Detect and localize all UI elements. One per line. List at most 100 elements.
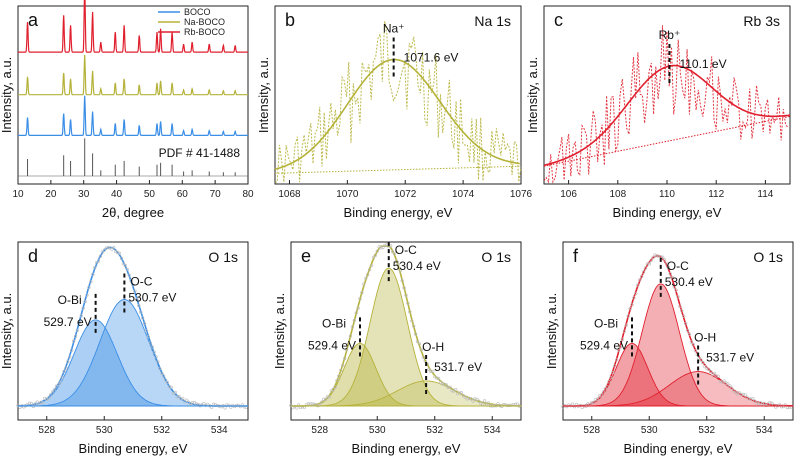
raw-point bbox=[475, 397, 479, 402]
panel-title: O 1s bbox=[753, 249, 783, 265]
raw-point bbox=[48, 393, 53, 397]
raw-point bbox=[394, 259, 399, 263]
raw-point bbox=[666, 266, 671, 270]
raw-point bbox=[592, 400, 596, 405]
raw-point bbox=[366, 273, 370, 277]
raw-point bbox=[722, 379, 726, 383]
raw-point bbox=[745, 395, 749, 399]
raw-point bbox=[762, 401, 766, 406]
panel-letter: d bbox=[28, 246, 38, 266]
raw-point bbox=[672, 285, 676, 289]
raw-point bbox=[167, 385, 171, 389]
raw-point bbox=[320, 400, 324, 404]
raw-point bbox=[43, 396, 47, 401]
x-tick-label: 532 bbox=[153, 425, 170, 436]
y-axis-label: Intensity, a.u. bbox=[544, 293, 559, 369]
raw-point bbox=[639, 275, 644, 279]
raw-point bbox=[60, 375, 64, 380]
fit-curve bbox=[543, 64, 791, 167]
raw-point bbox=[649, 258, 653, 262]
x-tick-label: 114 bbox=[757, 189, 773, 200]
raw-point bbox=[599, 393, 603, 397]
raw-point bbox=[148, 341, 152, 345]
raw-point bbox=[392, 252, 397, 256]
x-axis-label: Binding energy, eV bbox=[613, 205, 722, 220]
raw-point bbox=[160, 371, 164, 375]
raw-point bbox=[647, 262, 651, 266]
panel-b: 1068 1070 1072 1074 1076 Binding energy, eV In… bbox=[256, 5, 533, 220]
raw-point bbox=[327, 395, 331, 399]
raw-point bbox=[730, 386, 734, 390]
raw-point bbox=[726, 382, 730, 386]
raw-point bbox=[27, 401, 32, 405]
component-position: 531.7 eV bbox=[434, 360, 482, 374]
raw-point bbox=[238, 405, 242, 409]
raw-point bbox=[412, 324, 416, 328]
raw-point bbox=[427, 367, 431, 372]
raw-point bbox=[590, 400, 594, 405]
raw-point bbox=[685, 328, 690, 333]
raw-point bbox=[701, 361, 705, 365]
component-name: O-C bbox=[395, 243, 417, 257]
peak-position-label: 110.1 eV bbox=[679, 57, 726, 71]
raw-point bbox=[743, 393, 747, 397]
reference-label: PDF # 41-1488 bbox=[159, 146, 241, 160]
x-tick-label: 1076 bbox=[510, 189, 533, 200]
raw-point bbox=[398, 269, 402, 273]
raw-point bbox=[691, 343, 695, 347]
raw-point bbox=[396, 262, 400, 267]
raw-point bbox=[446, 385, 450, 390]
raw-spectrum bbox=[275, 21, 522, 183]
raw-point bbox=[77, 321, 81, 325]
raw-point bbox=[66, 360, 70, 364]
x-tick-label: 528 bbox=[583, 425, 600, 436]
raw-point bbox=[98, 254, 102, 258]
raw-point bbox=[710, 372, 715, 376]
panel-title: Na 1s bbox=[474, 13, 511, 29]
raw-point bbox=[515, 402, 519, 406]
raw-point bbox=[162, 374, 166, 378]
raw-point bbox=[354, 311, 358, 315]
panel-letter: e bbox=[301, 246, 311, 266]
raw-point bbox=[371, 255, 376, 259]
raw-point bbox=[129, 279, 133, 283]
raw-point bbox=[35, 400, 39, 404]
y-axis-label: Intensity, a.u. bbox=[525, 57, 540, 133]
component-name: O-C bbox=[130, 274, 152, 288]
component-position: 529.7 eV bbox=[44, 315, 92, 329]
raw-point bbox=[100, 250, 104, 254]
panel-a: 10 20 30 40 50 60 70 80 2θ, degree Intensity, a.u… bbox=[0, 0, 254, 220]
component-name: O-Bi bbox=[322, 316, 346, 330]
component-name: O-H bbox=[694, 331, 716, 345]
raw-point bbox=[194, 402, 198, 406]
raw-point bbox=[37, 402, 41, 406]
raw-point bbox=[329, 389, 333, 393]
y-axis-label: Intensity, a.u. bbox=[0, 293, 14, 369]
raw-point bbox=[781, 405, 786, 409]
raw-point bbox=[618, 345, 623, 349]
raw-point bbox=[350, 325, 354, 329]
x-tick-label: 1074 bbox=[452, 189, 475, 200]
raw-point bbox=[310, 402, 314, 406]
raw-point bbox=[150, 345, 154, 349]
species-label: Na⁺ bbox=[383, 22, 405, 36]
x-axis-label: 2θ, degree bbox=[102, 205, 164, 220]
x-tick-label: 534 bbox=[756, 425, 773, 436]
raw-point bbox=[463, 395, 468, 399]
raw-point bbox=[456, 392, 460, 396]
raw-point bbox=[699, 358, 703, 362]
raw-data-points bbox=[289, 243, 521, 410]
raw-point bbox=[183, 400, 187, 404]
raw-point bbox=[609, 376, 613, 380]
raw-point bbox=[335, 379, 339, 383]
raw-point bbox=[605, 385, 609, 389]
raw-point bbox=[142, 321, 147, 326]
series-na-boco bbox=[18, 54, 248, 96]
raw-point bbox=[687, 332, 692, 336]
y-axis-label: Intensity, a.u. bbox=[0, 57, 14, 133]
raw-point bbox=[570, 402, 575, 406]
raw-point bbox=[595, 397, 600, 401]
baseline bbox=[543, 115, 791, 167]
raw-point bbox=[689, 340, 694, 344]
raw-point bbox=[345, 347, 349, 351]
